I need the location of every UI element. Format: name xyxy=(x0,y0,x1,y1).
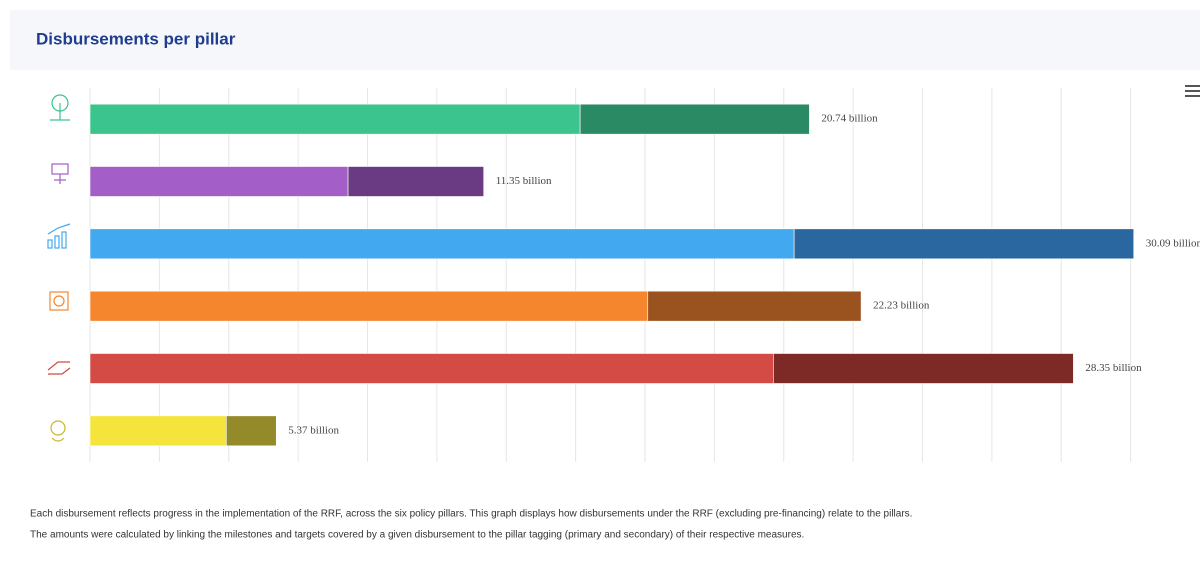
menu-icon[interactable] xyxy=(1185,85,1200,97)
bar-segment xyxy=(89,228,795,260)
pillar-icons xyxy=(47,94,71,442)
bar-segment xyxy=(89,353,774,384)
data-label: 22.23 billion xyxy=(873,300,930,312)
bar-segment xyxy=(647,290,862,322)
footnote: The amounts were calculated by linking t… xyxy=(30,530,804,541)
data-label: 28.35 billion xyxy=(1085,362,1142,374)
bar-segment xyxy=(579,103,810,135)
bar-segment xyxy=(347,166,485,197)
data-label: 5.37 billion xyxy=(288,424,339,436)
bar-segment xyxy=(226,415,277,447)
chart-title: Disbursements per pillar xyxy=(36,29,236,48)
bar-segment xyxy=(793,228,1135,260)
header-band xyxy=(10,10,1200,70)
bar-segment xyxy=(89,103,581,135)
bar-segment xyxy=(89,290,649,322)
data-label: 11.35 billion xyxy=(496,175,552,187)
bar-segment xyxy=(89,166,349,197)
data-label: 20.74 billion xyxy=(821,113,878,125)
footnote: Each disbursement reflects progress in t… xyxy=(30,509,912,520)
data-label: 30.09 billion xyxy=(1146,237,1200,249)
bar-segment xyxy=(89,415,227,447)
bar-segment xyxy=(773,353,1074,384)
